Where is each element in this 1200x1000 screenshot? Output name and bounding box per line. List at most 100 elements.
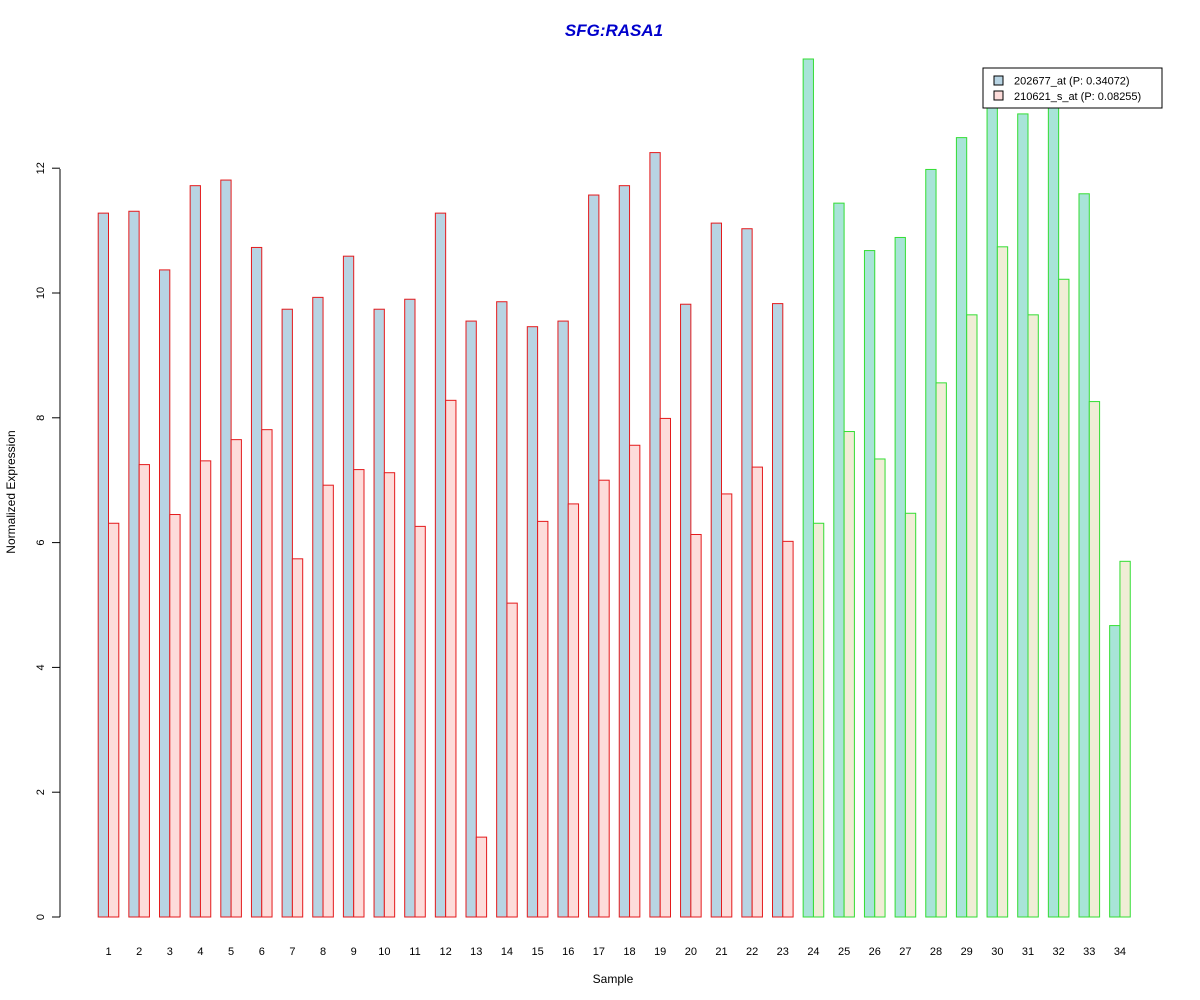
bar-sample-22-series-1 (741, 228, 753, 918)
x-tick-label-28: 28 (930, 946, 942, 958)
bar-sample-28-series-2 (935, 382, 947, 918)
bar-sample-23-series-2 (782, 540, 794, 918)
bar-sample-24-series-1 (802, 58, 814, 918)
y-tick-label-10: 10 (35, 287, 47, 299)
bar-sample-22-series-2 (751, 466, 763, 918)
x-tick-label-25: 25 (838, 946, 850, 958)
x-tick-label-30: 30 (991, 946, 1003, 958)
bar-sample-10-series-1 (373, 308, 385, 918)
y-tick-label-8: 8 (35, 415, 47, 421)
bar-sample-31-series-2 (1027, 314, 1039, 918)
bar-sample-2-series-2 (138, 464, 150, 918)
y-axis: 0 2 4 6 8 10 12 (35, 162, 61, 920)
x-tick-label-15: 15 (531, 946, 543, 958)
x-tick-label-20: 20 (685, 946, 697, 958)
bar-sample-12-series-2 (445, 399, 457, 918)
bar-sample-16-series-1 (557, 320, 569, 918)
x-tick-label-33: 33 (1083, 946, 1095, 958)
bar-sample-8-series-2 (322, 484, 334, 918)
bar-sample-11-series-2 (414, 525, 426, 918)
x-tick-label-1: 1 (105, 946, 111, 958)
bar-sample-8-series-1 (312, 296, 324, 918)
bar-sample-25-series-2 (843, 431, 855, 918)
bar-sample-24-series-2 (812, 522, 825, 918)
x-tick-label-34: 34 (1114, 946, 1126, 958)
y-axis-label: Normalized Expression (4, 430, 18, 553)
x-tick-label-3: 3 (167, 946, 173, 958)
x-tick-label-12: 12 (440, 946, 452, 958)
bar-sample-17-series-1 (588, 194, 600, 918)
bar-sample-13-series-2 (475, 836, 488, 918)
bar-sample-26-series-1 (863, 250, 876, 918)
bar-sample-27-series-2 (904, 512, 917, 918)
bar-sample-9-series-1 (342, 255, 355, 918)
bar-sample-27-series-1 (894, 236, 906, 918)
bar-sample-4-series-1 (189, 185, 201, 918)
bar-sample-4-series-2 (199, 460, 212, 918)
bar-sample-20-series-1 (680, 303, 692, 918)
bar-sample-2-series-1 (128, 210, 140, 918)
x-axis-label: Sample (593, 972, 634, 986)
bar-sample-29-series-1 (955, 137, 968, 918)
legend-swatch-210621-s-at (993, 90, 1004, 101)
bar-sample-5-series-2 (230, 439, 242, 918)
bar-sample-15-series-2 (537, 520, 549, 918)
bar-sample-30-series-1 (986, 99, 998, 918)
y-tick-label-6: 6 (35, 540, 47, 546)
bar-sample-32-series-2 (1058, 278, 1070, 918)
bar-sample-9-series-2 (353, 469, 365, 918)
bar-sample-19-series-1 (649, 152, 661, 918)
bar-sample-33-series-1 (1078, 193, 1090, 918)
y-tick-label-12: 12 (35, 162, 47, 174)
x-tick-label-4: 4 (197, 946, 203, 958)
bar-sample-19-series-2 (659, 417, 672, 918)
x-tick-label-23: 23 (777, 946, 789, 958)
bars-layer (97, 58, 1131, 918)
bar-sample-34-series-2 (1119, 560, 1131, 918)
x-tick-label-22: 22 (746, 946, 758, 958)
legend-swatch-202677-at (993, 75, 1004, 86)
bar-sample-10-series-2 (383, 472, 396, 918)
y-tick-label-2: 2 (35, 789, 47, 795)
x-tick-label-2: 2 (136, 946, 142, 958)
y-tick-label-0: 0 (35, 914, 47, 920)
x-tick-label-32: 32 (1053, 946, 1065, 958)
x-tick-label-14: 14 (501, 946, 513, 958)
bar-sample-11-series-1 (404, 298, 416, 918)
legend-label-202677-at: 202677_at (P: 0.34072) (1014, 76, 1130, 88)
x-tick-label-16: 16 (562, 946, 574, 958)
x-tick-label-6: 6 (259, 946, 265, 958)
bar-sample-6-series-1 (250, 246, 263, 918)
bar-sample-1-series-1 (97, 212, 109, 918)
bar-sample-18-series-2 (629, 444, 641, 918)
bar-sample-23-series-1 (772, 303, 784, 918)
x-tick-label-27: 27 (899, 946, 911, 958)
bar-sample-34-series-1 (1109, 625, 1121, 918)
bar-sample-3-series-2 (169, 514, 181, 918)
bar-sample-5-series-1 (220, 179, 232, 918)
x-tick-label-7: 7 (289, 946, 295, 958)
bar-sample-15-series-1 (526, 326, 539, 918)
bar-sample-1-series-2 (108, 522, 120, 918)
x-tick-label-19: 19 (654, 946, 666, 958)
bar-sample-31-series-1 (1017, 113, 1029, 918)
x-tick-label-10: 10 (378, 946, 390, 958)
x-tick-label-5: 5 (228, 946, 234, 958)
x-tick-label-29: 29 (961, 946, 973, 958)
bar-sample-3-series-1 (159, 269, 171, 918)
bar-sample-7-series-2 (291, 558, 304, 918)
bar-sample-21-series-2 (721, 493, 733, 918)
bar-sample-25-series-1 (833, 202, 845, 918)
bar-sample-33-series-2 (1088, 401, 1101, 918)
bar-sample-14-series-2 (506, 602, 518, 918)
x-tick-label-11: 11 (409, 946, 420, 958)
legend-box (982, 67, 1163, 109)
bar-sample-16-series-2 (567, 503, 580, 918)
x-tick-label-26: 26 (869, 946, 881, 958)
bar-sample-28-series-1 (925, 168, 937, 918)
bar-sample-29-series-2 (966, 314, 978, 918)
x-tick-label-9: 9 (351, 946, 357, 958)
bar-sample-13-series-1 (465, 320, 477, 918)
bar-sample-12-series-1 (434, 212, 447, 918)
